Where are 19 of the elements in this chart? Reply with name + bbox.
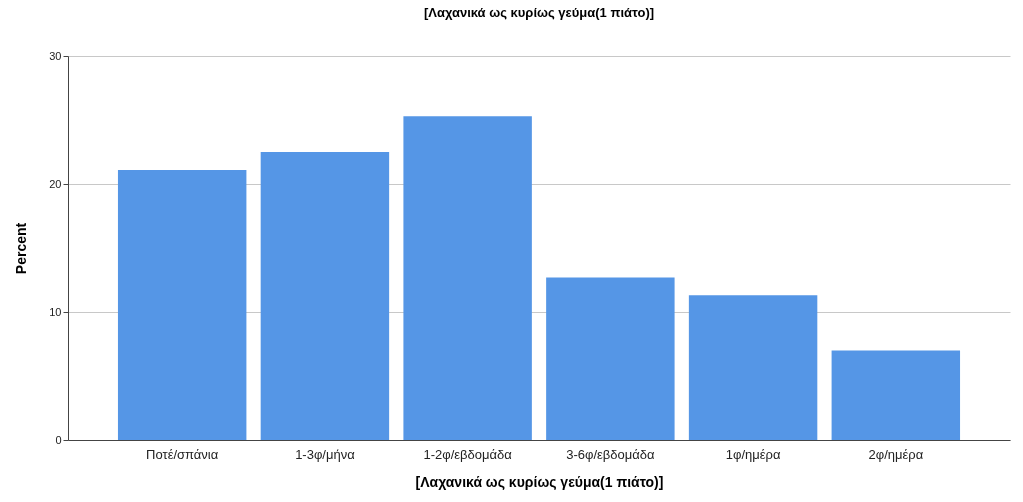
x-axis-title: [Λαχανικά ως κυρίως γεύμα(1 πιάτο)] xyxy=(415,473,664,490)
bar xyxy=(260,152,390,440)
bar xyxy=(403,116,532,440)
chart-title: [Λαχανικά ως κυρίως γεύμα(1 πιάτο)] xyxy=(423,5,655,20)
bar xyxy=(688,295,818,440)
bar xyxy=(117,169,247,440)
bar xyxy=(546,277,675,440)
y-tick-label: 30 xyxy=(49,49,62,62)
x-tick-label: 1-2φ/εβδομάδα xyxy=(423,446,513,462)
x-tick-label: 1-3φ/μήνα xyxy=(295,446,356,462)
x-tick-label: 3-6φ/εβδομάδα xyxy=(566,446,656,462)
y-tick-label: 20 xyxy=(49,177,62,190)
x-tick-label: 2φ/ημέρα xyxy=(868,446,924,462)
bar xyxy=(831,350,961,440)
x-tick-label: Ποτέ/σπάνια xyxy=(146,446,219,462)
y-axis-title: Percent xyxy=(13,222,30,275)
y-tick-label: 0 xyxy=(55,433,62,446)
x-tick-label: 1φ/ημέρα xyxy=(725,446,781,462)
y-tick-label: 10 xyxy=(49,305,62,318)
